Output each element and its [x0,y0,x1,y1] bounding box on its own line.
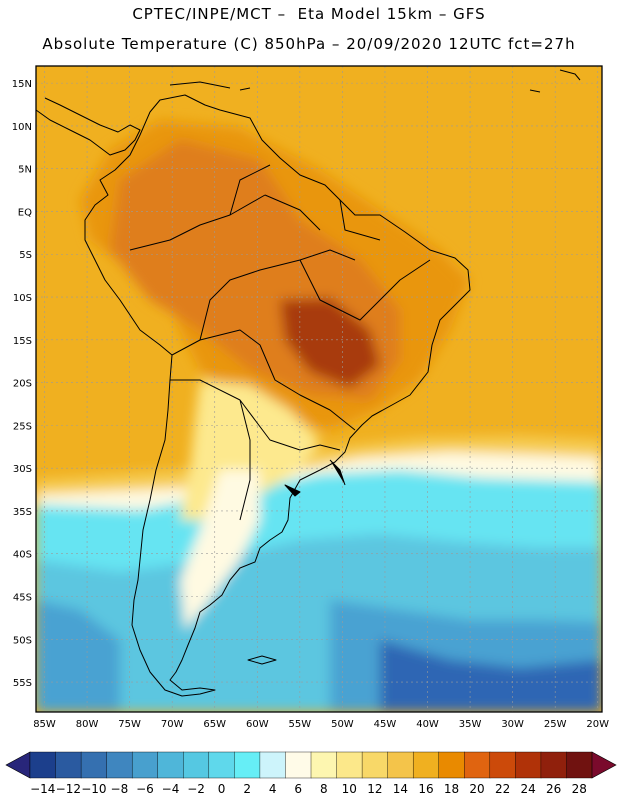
colorbar-swatch [208,751,235,779]
lon-label: 50W [331,719,354,730]
colorbar-swatch [55,751,82,779]
country-borders [129,164,431,521]
colorbar-label: 2 [243,782,251,796]
colorbar-swatch [234,751,261,779]
lon-label: 70W [161,719,184,730]
colorbar-swatch [310,751,338,779]
colorbar-swatch [80,751,108,779]
lon-label: 65W [203,719,226,730]
lat-label: 10N [12,122,32,133]
lat-lon-grid [36,66,602,712]
colorbar: −14 −12 −10 −8 −6 −4 −2 0 2 4 6 8 10 12 14 16 18 20 22 24 26… [5,751,617,796]
lat-label: 50S [13,635,32,646]
lat-label: 55S [13,678,32,689]
lat-label: 30S [13,464,32,475]
lat-label: 10S [13,293,32,304]
colorbar-label: 20 [469,782,484,796]
colorbar-label: 8 [320,782,328,796]
lat-label: 45S [13,592,32,603]
colorbar-swatch [387,751,414,779]
lon-label: 80W [76,719,99,730]
colorbar-swatch [438,751,465,779]
chart-title-line2: Absolute Temperature (C) 850hPa – 20/09/… [42,35,576,53]
field-deep-cold-ocean [380,640,602,712]
lon-label: 20W [586,719,609,730]
lon-label: 55W [289,719,312,730]
map-frame [35,65,603,713]
colorbar-label: 26 [546,782,561,796]
colorbar-label: 16 [418,782,433,796]
lon-label: 35W [459,719,482,730]
colorbar-label: −4 [162,782,180,796]
lon-label: 40W [416,719,439,730]
field-land-hottest [280,298,380,388]
colorbar-swatch [566,751,593,779]
lat-label: 40S [13,550,32,561]
colorbar-label: 18 [444,782,459,796]
lagoa-dos-patos [284,459,346,497]
colorbar-swatch [336,751,363,779]
colorbar-label: 4 [269,782,277,796]
colorbar-swatch [412,751,440,779]
longitude-labels: 85W 80W 75W 70W 65W 60W 55W 50W 45W 40W 35W 30W 25W 2… [33,719,609,730]
lon-label: 25W [544,719,567,730]
lat-label: 35S [13,507,32,518]
lat-label: 5S [19,250,32,261]
temperature-field [36,66,602,712]
colorbar-swatch [361,751,389,779]
colorbar-label: −6 [136,782,154,796]
colorbar-swatch [259,751,286,779]
colorbar-swatch [131,751,159,779]
colorbar-label: 22 [495,782,510,796]
lat-label: EQ [18,207,32,218]
colorbar-swatch [106,751,133,779]
colorbar-swatch [540,751,567,779]
colorbar-label: 24 [520,782,535,796]
lon-label: 85W [33,719,56,730]
colorbar-high-arrow [591,751,617,779]
colorbar-swatch [515,751,542,779]
colorbar-label: −8 [111,782,129,796]
latitude-labels: 15N 10N 5N EQ 5S 10S 15S 20S 25S 30S 35S 40S 45S 50S 5… [12,79,32,689]
colorbar-label: −2 [187,782,205,796]
lon-label: 45W [374,719,397,730]
lon-label: 30W [501,719,524,730]
lat-label: 20S [13,379,32,390]
field-patagonia-cool [180,470,260,630]
chart-title-line1: CPTEC/INPE/MCT – Eta Model 15km – GFS [132,5,486,23]
central-america-coastline [35,97,141,156]
colorbar-label: −14 [30,782,55,796]
colorbar-label: −10 [81,782,106,796]
colorbar-low-arrow [5,751,31,779]
colorbar-swatch [285,751,312,779]
field-west-cold-ocean [36,600,120,712]
caribbean-islands [169,69,581,93]
colorbar-label: 6 [294,782,302,796]
colorbar-label: 28 [572,782,587,796]
lat-label: 5N [18,165,32,176]
colorbar-swatch [29,751,57,779]
lat-label: 15N [12,79,32,90]
lon-label: 60W [246,719,269,730]
colorbar-label: 10 [342,782,357,796]
colorbar-label: 0 [218,782,226,796]
colorbar-swatch [489,751,516,779]
colorbar-swatch [157,751,184,779]
colorbar-swatch [464,751,491,779]
falkland-islands [247,655,277,665]
colorbar-label: 14 [393,782,408,796]
colorbar-label: −12 [56,782,81,796]
coastline-borders [35,69,581,697]
lon-label: 75W [118,719,141,730]
lat-label: 15S [13,336,32,347]
lat-label: 25S [13,421,32,432]
south-america-coastline [84,94,471,697]
colorbar-label: 12 [367,782,382,796]
colorbar-swatch [183,751,210,779]
